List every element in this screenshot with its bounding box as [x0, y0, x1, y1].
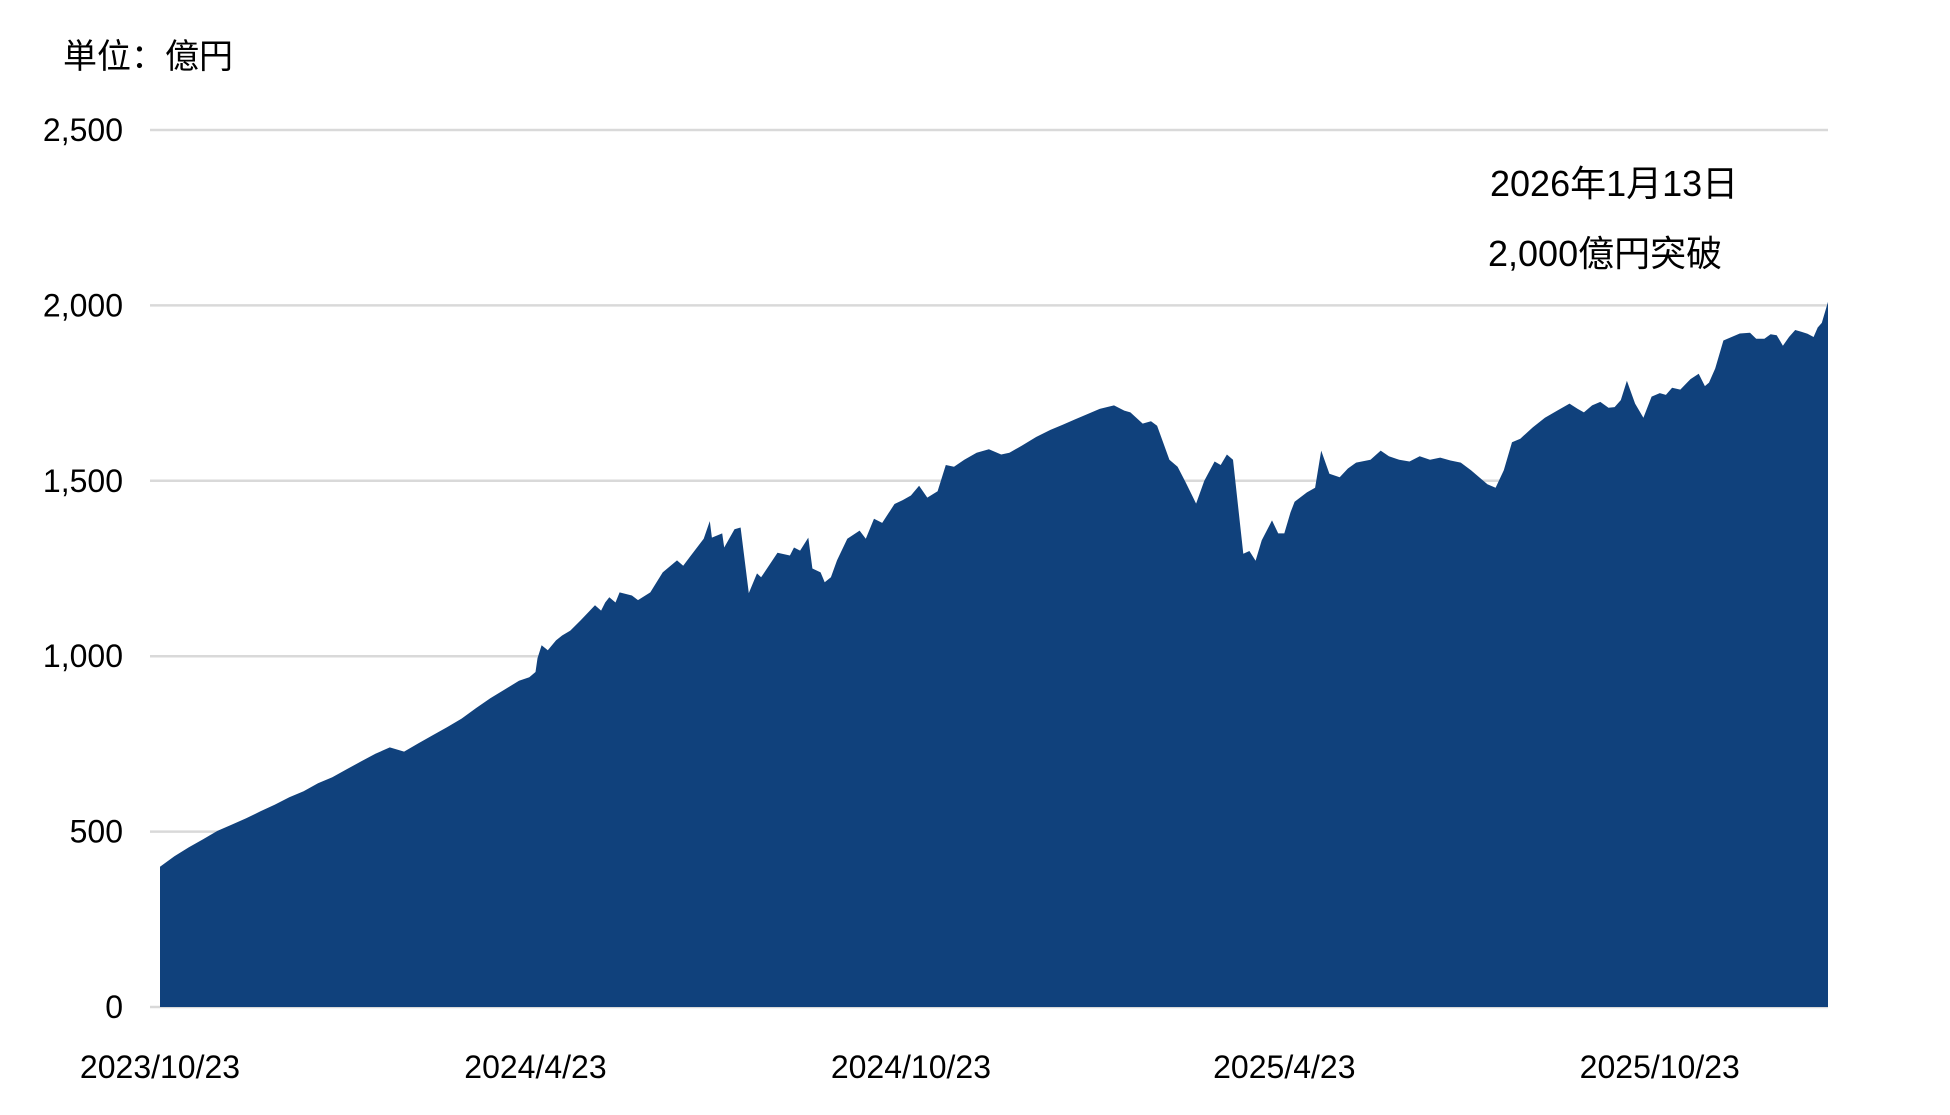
y-tick-label-2500: 2,500 — [43, 112, 123, 148]
unit-label: 単位：億円 — [63, 38, 233, 76]
x-tick-label-2023/10/23: 2023/10/23 — [80, 1049, 240, 1085]
x-tick-label-2024/10/23: 2024/10/23 — [831, 1049, 991, 1085]
y-tick-label-1000: 1,000 — [43, 638, 123, 674]
annotation-milestone: 2,000億円突破 — [1488, 233, 1722, 274]
y-tick-label-500: 500 — [70, 814, 123, 850]
area-series — [160, 301, 1828, 1007]
y-tick-label-2000: 2,000 — [43, 287, 123, 323]
x-tick-label-2024/4/23: 2024/4/23 — [464, 1049, 606, 1085]
y-tick-label-1500: 1,500 — [43, 463, 123, 499]
x-tick-label-2025/10/23: 2025/10/23 — [1580, 1049, 1740, 1085]
annotation-date: 2026年1月13日 — [1490, 163, 1738, 204]
x-tick-label-2025/4/23: 2025/4/23 — [1213, 1049, 1355, 1085]
x-axis: 2023/10/23 2024/4/23 2024/10/23 2025/4/23 20… — [80, 1049, 1740, 1085]
y-axis: 0 500 1,000 1,500 2,000 2,500 — [43, 112, 123, 1025]
annotation: 2026年1月13日 2,000億円突破 — [1488, 163, 1738, 274]
y-tick-label-0: 0 — [105, 989, 123, 1025]
